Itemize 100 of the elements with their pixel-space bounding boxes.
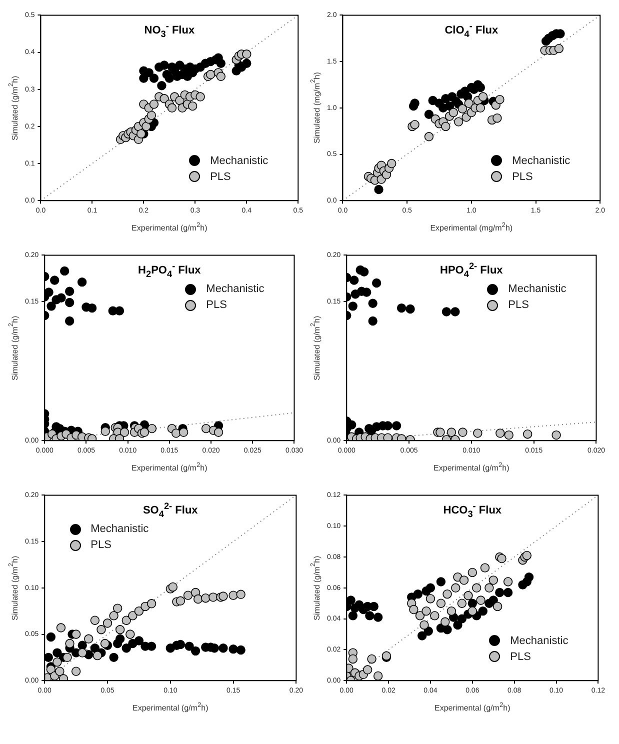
legend-label: PLS [508, 299, 529, 312]
point [102, 618, 112, 628]
point [552, 430, 561, 440]
point [100, 426, 110, 436]
point [147, 424, 157, 434]
point [424, 132, 434, 142]
legend-label: Mechanistic [508, 283, 566, 296]
x-axis-title: Experimental (g/m$^{2}$h) [130, 462, 208, 473]
legend-label: Mechanistic [510, 634, 568, 647]
point [503, 588, 513, 598]
text: ClO$_{4}$$^{-}$ Flux [444, 21, 500, 40]
legend-label: PLS [210, 170, 231, 183]
point [522, 430, 532, 439]
point [383, 433, 392, 441]
point [236, 590, 246, 599]
point [522, 550, 532, 560]
point [71, 666, 81, 676]
legend-label: PLS [512, 170, 533, 183]
point [426, 583, 436, 592]
point [348, 611, 358, 620]
point [387, 158, 396, 168]
point [184, 642, 194, 651]
point [46, 664, 56, 674]
point [228, 590, 238, 600]
point [87, 303, 97, 313]
x-axis-title: Experimental (mg/m$^{2}$h) [429, 222, 514, 233]
point [109, 611, 118, 620]
point [459, 576, 469, 585]
point [87, 434, 97, 441]
point [440, 617, 450, 626]
point [368, 298, 378, 308]
point [149, 74, 159, 83]
point [464, 591, 473, 600]
point [142, 122, 151, 132]
point [188, 101, 198, 111]
point [492, 602, 502, 612]
point [373, 671, 383, 681]
point [372, 278, 382, 288]
point [115, 634, 125, 644]
point [396, 434, 406, 441]
point [350, 276, 359, 285]
point [524, 572, 534, 582]
point [64, 298, 74, 308]
point [495, 94, 504, 104]
legend-label: Mechanistic [90, 523, 149, 536]
point [374, 184, 384, 194]
legend-label: Mechanistic [512, 154, 570, 167]
point [146, 642, 156, 651]
point [218, 644, 228, 653]
point [242, 50, 252, 59]
point [201, 593, 210, 603]
x-axis-title: Experimental (g/m$^{2}$h) [432, 462, 510, 473]
point [464, 98, 474, 108]
point [492, 113, 502, 123]
point [167, 103, 177, 112]
point [114, 434, 124, 441]
x-axis-title: Experimental (g/m$^{2}$h) [130, 222, 208, 233]
point [62, 652, 72, 662]
point [64, 316, 74, 326]
point [348, 302, 358, 311]
point [430, 611, 440, 620]
point [468, 568, 478, 578]
point [436, 577, 446, 586]
point [201, 424, 211, 434]
legend-label: Mechanistic [206, 283, 264, 296]
point [168, 582, 178, 592]
point [65, 638, 74, 648]
point [193, 594, 203, 604]
point [359, 267, 369, 276]
point [55, 666, 64, 676]
point [214, 428, 224, 437]
point [92, 650, 102, 660]
point [171, 428, 181, 438]
point [476, 103, 486, 112]
point [52, 648, 62, 658]
point [64, 286, 74, 296]
point [504, 430, 514, 440]
point [46, 632, 56, 642]
point [134, 606, 144, 616]
point [446, 428, 456, 437]
point [453, 620, 462, 630]
point [458, 428, 468, 437]
point [458, 104, 468, 114]
point [442, 625, 452, 634]
point [441, 122, 450, 132]
point [478, 92, 488, 102]
point [396, 303, 406, 313]
point [160, 60, 169, 70]
point [146, 110, 156, 120]
point [488, 576, 498, 585]
legend-label: PLS [510, 650, 531, 663]
legend-label: PLS [90, 539, 112, 552]
point [96, 625, 106, 634]
point [100, 638, 110, 648]
point [495, 588, 504, 598]
point [362, 665, 372, 674]
point [417, 631, 427, 640]
point [134, 636, 144, 646]
point [446, 606, 456, 616]
text: H$_{2}$PO$_{4}$$^{-}$ Flux [137, 261, 202, 280]
